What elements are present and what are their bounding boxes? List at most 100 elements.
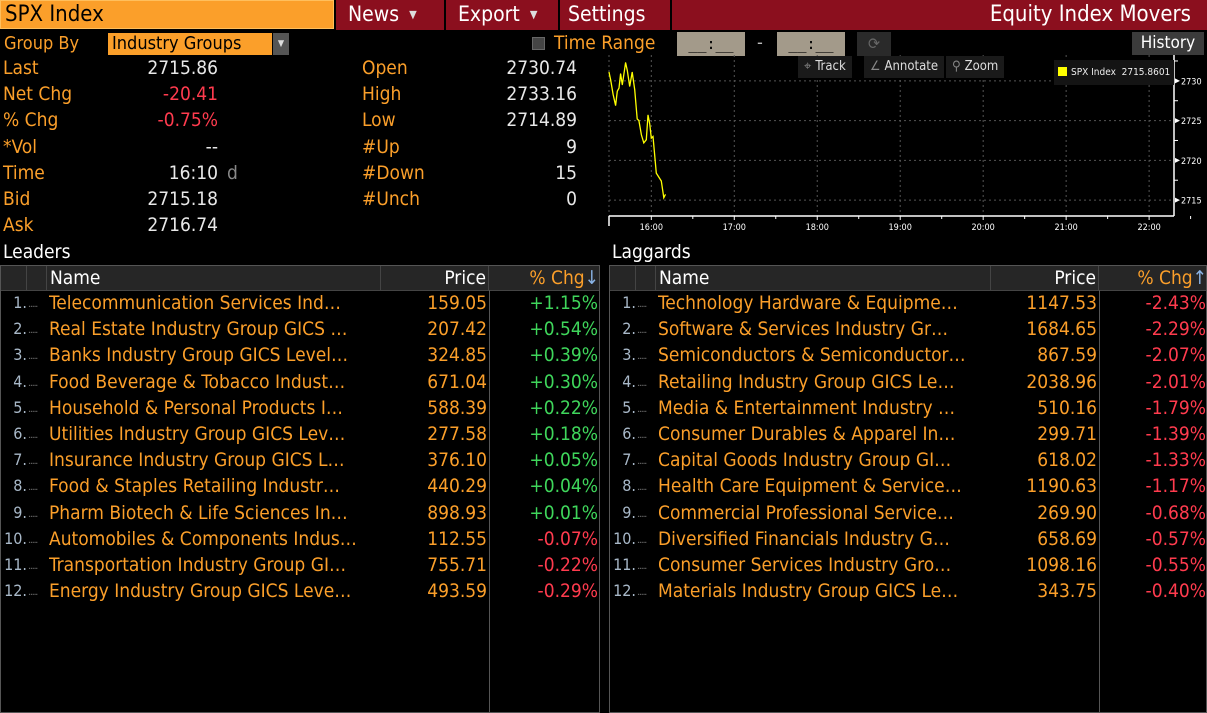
row-name[interactable]: Food Beverage & Tobacco Indust… [49, 370, 346, 393]
row-name[interactable]: Insurance Industry Group GICS L… [49, 449, 345, 472]
row-name[interactable]: Household & Personal Products I… [49, 396, 343, 419]
row-price: 658.69 [1037, 527, 1097, 550]
row-name[interactable]: Consumer Services Industry Gro… [658, 554, 952, 576]
group-by-select[interactable]: Industry Groups [108, 33, 272, 55]
stat-value: 2714.89 [506, 109, 577, 132]
table-row[interactable]: 5...... Media & Entertainment Industry … 5… [610, 395, 1206, 421]
row-dots: ..... [28, 587, 38, 599]
row-name[interactable]: Diversified Financials Industry G… [658, 527, 950, 550]
row-price: 493.59 [427, 580, 487, 603]
time-to-input[interactable]: __:__ [777, 32, 845, 56]
row-name[interactable]: Utilities Industry Group GICS Lev… [49, 423, 346, 445]
header-name[interactable]: Name [656, 266, 991, 290]
stat-value: 2715.86 [147, 57, 218, 79]
header-price[interactable]: Price [991, 266, 1099, 290]
row-rank: 9. [622, 502, 636, 522]
settings-button[interactable]: Settings [560, 0, 672, 30]
sort-down-icon: ↓ [584, 267, 599, 289]
stat-label: Net Chg [3, 83, 73, 106]
header-pct-chg[interactable]: % Chg↑ [1099, 266, 1207, 290]
row-price: 1190.63 [1026, 475, 1097, 498]
row-name[interactable]: Technology Hardware & Equipme… [658, 292, 958, 314]
row-name[interactable]: Pharm Biotech & Life Sciences In… [49, 501, 348, 524]
price-chart[interactable]: 2715 2720 2725 2730 16:00 17:00 18:00 19:00 20:0… [608, 55, 1207, 242]
news-menu-button[interactable]: News ▼ [336, 0, 446, 30]
table-row[interactable]: 2...... Real Estate Industry Group GICS …… [1, 316, 599, 342]
row-pct-chg: +0.01% [529, 501, 598, 524]
table-row[interactable]: 1...... Technology Hardware & Equipme… 114… [610, 290, 1206, 316]
table-row[interactable]: 6...... Utilities Industry Group GICS Lev… [1, 421, 599, 447]
table-row[interactable]: 7...... Insurance Industry Group GICS L… 3… [1, 447, 599, 473]
row-dots: ..... [28, 508, 38, 520]
security-ticker-input[interactable]: SPX Index [0, 0, 334, 29]
row-pct-chg: -1.33% [1145, 449, 1206, 472]
refresh-icon[interactable]: ⟳ [857, 32, 891, 56]
row-name[interactable]: Transportation Industry Group GI… [49, 554, 347, 576]
export-menu-button[interactable]: Export ▼ [446, 0, 560, 30]
header-pct-chg[interactable]: % Chg↓ [489, 266, 599, 290]
row-name[interactable]: Real Estate Industry Group GICS … [49, 318, 348, 341]
row-name[interactable]: Food & Staples Retailing Industr… [49, 475, 340, 498]
y-tick-marker [1175, 78, 1180, 84]
table-row[interactable]: 7...... Capital Goods Industry Group GI… 6… [610, 447, 1206, 473]
header-name[interactable]: Name [47, 266, 381, 290]
data-point [660, 180, 662, 182]
stat-value: 2716.74 [147, 214, 218, 237]
table-row[interactable]: 9...... Commercial Professional Service… 2… [610, 500, 1206, 526]
zoom-button[interactable]: ⚲ Zoom [946, 56, 1005, 78]
row-name[interactable]: Capital Goods Industry Group GI… [658, 449, 952, 472]
track-button[interactable]: ⌖ Track [798, 56, 852, 78]
page-title: Equity Index Movers [672, 0, 1207, 30]
table-row[interactable]: 4...... Food Beverage & Tobacco Indust… 67… [1, 369, 599, 395]
row-name[interactable]: Telecommunication Services Ind… [49, 292, 341, 314]
table-row[interactable]: 1...... Telecommunication Services Ind… 15… [1, 290, 599, 316]
row-rank: 8. [13, 476, 27, 496]
table-row[interactable]: 9...... Pharm Biotech & Life Sciences In…… [1, 500, 599, 526]
row-pct-chg: -0.40% [1145, 580, 1206, 603]
table-row[interactable]: 8...... Health Care Equipment & Service… 1… [610, 473, 1206, 499]
leaders-table: Name Price % Chg↓ 1...... Telecommunicati… [0, 265, 600, 713]
time-from-input[interactable]: __:__ [677, 32, 745, 56]
table-row[interactable]: 12...... Materials Industry Group GICS Le… [610, 578, 1206, 604]
data-point [610, 79, 612, 81]
row-pct-chg: -2.29% [1145, 318, 1206, 341]
row-rank: 3. [13, 345, 27, 365]
table-row[interactable]: 4...... Retailing Industry Group GICS Le…… [610, 369, 1206, 395]
table-row[interactable]: 11...... Consumer Services Industry Gro… 1… [610, 552, 1206, 578]
table-row[interactable]: 3...... Semiconductors & Semiconductor… 86… [610, 342, 1206, 368]
row-name[interactable]: Media & Entertainment Industry … [658, 396, 956, 419]
row-name[interactable]: Automobiles & Components Indus… [49, 527, 357, 550]
table-row[interactable]: 2...... Software & Services Industry Gr… 1… [610, 316, 1206, 342]
row-name[interactable]: Consumer Durables & Apparel In… [658, 423, 956, 445]
x-tick-label: 16:00 [640, 223, 663, 233]
table-row[interactable]: 12...... Energy Industry Group GICS Leve…… [1, 578, 599, 604]
row-name[interactable]: Software & Services Industry Gr… [658, 318, 949, 341]
row-name[interactable]: Semiconductors & Semiconductor… [658, 344, 966, 367]
table-row[interactable]: 3...... Banks Industry Group GICS Level… 3… [1, 342, 599, 368]
table-row[interactable]: 10...... Diversified Financials Industry … [610, 526, 1206, 552]
row-rank: 4. [622, 371, 636, 391]
data-point [650, 137, 652, 139]
y-tick-marker [1175, 197, 1180, 203]
time-range-checkbox[interactable] [532, 37, 545, 50]
table-row[interactable]: 10...... Automobiles & Components Indus… 1… [1, 526, 599, 552]
row-name[interactable]: Materials Industry Group GICS Le… [658, 580, 959, 603]
table-row[interactable]: 5...... Household & Personal Products I… 5… [1, 395, 599, 421]
chevron-down-icon[interactable]: ▼ [273, 33, 289, 55]
row-name[interactable]: Commercial Professional Service… [658, 501, 954, 524]
table-row[interactable]: 6...... Consumer Durables & Apparel In… 29… [610, 421, 1206, 447]
row-price: 207.42 [427, 318, 487, 341]
row-pct-chg: +0.22% [529, 396, 598, 419]
stat-label: Ask [3, 214, 34, 237]
annotate-button[interactable]: ∠ Annotate [864, 56, 945, 78]
row-name[interactable]: Retailing Industry Group GICS Le… [658, 370, 955, 393]
header-price[interactable]: Price [381, 266, 489, 290]
row-name[interactable]: Health Care Equipment & Service… [658, 475, 962, 498]
table-row[interactable]: 11...... Transportation Industry Group GI… [1, 552, 599, 578]
column-divider [489, 290, 490, 712]
row-price: 2038.96 [1026, 370, 1097, 393]
row-name[interactable]: Banks Industry Group GICS Level… [49, 344, 349, 367]
row-name[interactable]: Energy Industry Group GICS Leve… [49, 580, 352, 603]
table-row[interactable]: 8...... Food & Staples Retailing Industr…… [1, 473, 599, 499]
history-button[interactable]: History [1132, 32, 1204, 55]
